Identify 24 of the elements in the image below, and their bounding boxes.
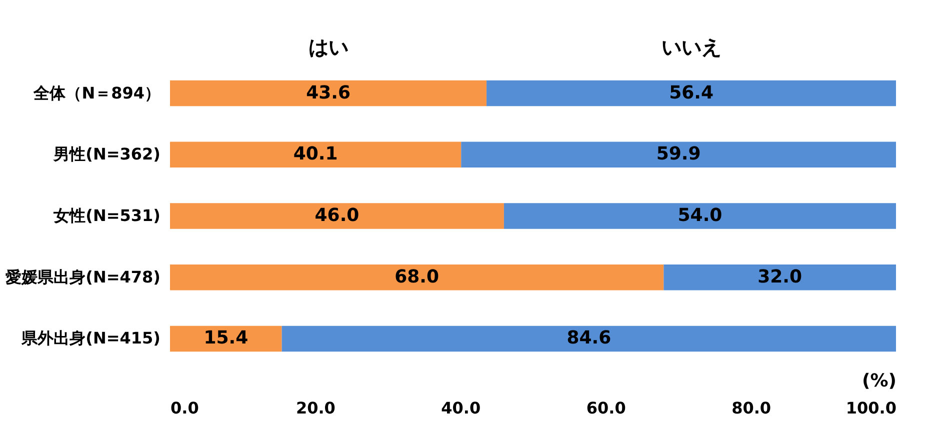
data-label: 32.0: [758, 266, 802, 288]
data-label: 54.0: [678, 205, 722, 226]
y-tick-label: 県外出身(N=415): [20, 328, 160, 348]
x-tick-label: 60.0: [586, 398, 626, 418]
data-label: 56.4: [669, 82, 714, 104]
x-tick-label: 40.0: [441, 398, 481, 418]
y-tick-label: 全体（N＝894）: [32, 83, 160, 102]
data-label: 46.0: [314, 205, 360, 226]
series-label: いいえ: [661, 35, 722, 59]
series-label: はい: [308, 35, 348, 59]
x-tick-label: 80.0: [732, 398, 772, 418]
data-label: 40.1: [293, 144, 338, 165]
data-label: 59.9: [656, 144, 701, 165]
y-tick-label: 女性(N=531): [52, 206, 160, 225]
y-tick-label: 愛媛県出身(N=478): [6, 267, 160, 286]
x-axis-title: (%): [862, 370, 896, 392]
data-label: 84.6: [566, 328, 612, 349]
data-label: 15.4: [204, 328, 248, 349]
x-tick-label: 20.0: [296, 398, 336, 418]
y-tick-label: 男性(N=362): [52, 144, 160, 164]
x-tick-label: 0.0: [170, 398, 199, 418]
x-tick-label: 100.0: [846, 398, 896, 418]
data-label: 68.0: [394, 266, 440, 288]
data-label: 43.6: [306, 82, 350, 104]
